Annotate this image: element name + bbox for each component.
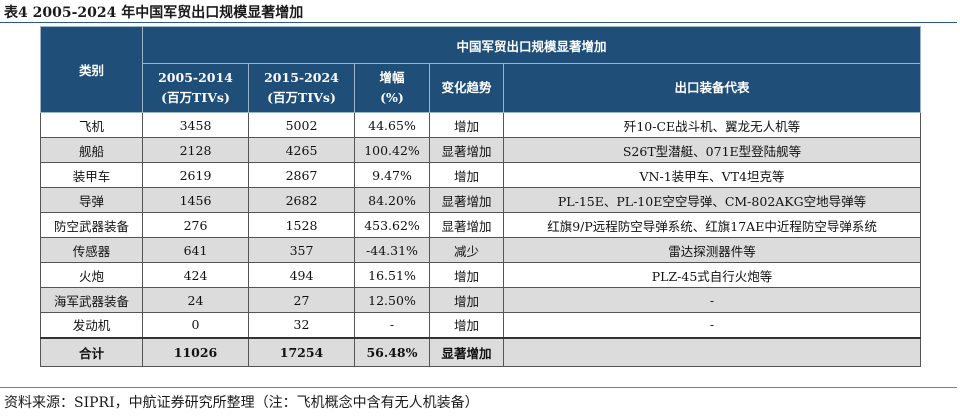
category-cell: 发动机 xyxy=(40,312,143,338)
total-label-cell: 合计 xyxy=(40,336,143,367)
col-2015-unit: (百万TIVs) xyxy=(267,90,336,105)
col-2015-2024-header: 2015-2024 (百万TIVs) xyxy=(248,63,355,113)
trend-cell: 显著增加 xyxy=(429,137,504,163)
col-items-header: 出口装备代表 xyxy=(502,63,922,113)
items-cell: S26T型潜艇、071E型登陆舰等 xyxy=(502,137,922,163)
col-growth-header: 增幅 (%) xyxy=(354,63,430,113)
trend-cell: 显著增加 xyxy=(429,212,504,238)
value-2005-cell: 641 xyxy=(142,237,249,263)
trend-cell: 增加 xyxy=(429,287,504,313)
growth-cell: 453.62% xyxy=(354,212,430,238)
value-2015-cell: 32 xyxy=(248,312,355,338)
col-growth-unit: (%) xyxy=(380,90,404,105)
trend-cell: 增加 xyxy=(429,112,504,138)
table-row: 海军武器装备 24 27 12.50% 增加 - xyxy=(40,287,922,313)
table-row: 导弹 1456 2682 84.20% 显著增加 PL-15E、PL-10E空空… xyxy=(40,187,922,213)
total-2015-cell: 17254 xyxy=(248,336,355,367)
value-2015-cell: 4265 xyxy=(248,137,355,163)
col-2015-period: 2015-2024 xyxy=(264,70,339,85)
col-trend-header: 变化趋势 xyxy=(429,63,504,113)
value-2005-cell: 276 xyxy=(142,212,249,238)
category-header: 类别 xyxy=(40,26,143,113)
trend-cell: 增加 xyxy=(429,262,504,288)
source-footnote: 资料来源：SIPRI，中航证券研究所整理（注：飞机概念中含有无人机装备） xyxy=(4,395,479,411)
items-cell: PLZ-45式自行火炮等 xyxy=(502,262,922,288)
growth-cell: 44.65% xyxy=(354,112,430,138)
trend-cell: 减少 xyxy=(429,237,504,263)
growth-cell: 12.50% xyxy=(354,287,430,313)
category-cell: 装甲车 xyxy=(40,162,143,188)
items-cell: - xyxy=(502,287,922,313)
header-row-sub: 2005-2014 (百万TIVs) 2015-2024 (百万TIVs) 增幅 (%… xyxy=(41,63,922,113)
trend-cell: 显著增加 xyxy=(429,187,504,213)
table-row: 装甲车 2619 2867 9.47% 增加 VN-1装甲车、VT4坦克等 xyxy=(40,162,922,188)
growth-cell: 16.51% xyxy=(354,262,430,288)
col-2005-unit: (百万TIVs) xyxy=(161,90,230,105)
value-2015-cell: 494 xyxy=(248,262,355,288)
category-cell: 舰船 xyxy=(40,137,143,163)
export-table: 类别 中国军贸出口规模显著增加 2005-2014 (百万TIVs) 2015-2… xyxy=(40,26,922,367)
category-cell: 防空武器装备 xyxy=(40,212,143,238)
total-growth-cell: 56.48% xyxy=(354,336,430,367)
value-2015-cell: 5002 xyxy=(248,112,355,138)
value-2015-cell: 27 xyxy=(248,287,355,313)
growth-cell: 9.47% xyxy=(354,162,430,188)
growth-cell: 100.42% xyxy=(354,137,430,163)
items-cell: - xyxy=(502,312,922,338)
table-row: 飞机 3458 5002 44.65% 增加 歼10-CE战斗机、翼龙无人机等 xyxy=(40,112,922,138)
items-cell: 红旗9/P远程防空导弹系统、红旗17AE中近程防空导弹系统 xyxy=(502,212,922,238)
value-2005-cell: 424 xyxy=(142,262,249,288)
category-cell: 飞机 xyxy=(40,112,143,138)
footnote-rule xyxy=(0,387,957,388)
table-row: 防空武器装备 276 1528 453.62% 显著增加 红旗9/P远程防空导弹… xyxy=(40,212,922,238)
table-row: 舰船 2128 4265 100.42% 显著增加 S26T型潜艇、071E型登… xyxy=(40,137,922,163)
value-2005-cell: 3458 xyxy=(142,112,249,138)
value-2015-cell: 2867 xyxy=(248,162,355,188)
table-row: 发动机 0 32 - 增加 - xyxy=(40,312,922,338)
value-2005-cell: 2128 xyxy=(142,137,249,163)
header-row-top: 类别 中国军贸出口规模显著增加 xyxy=(40,26,922,113)
category-cell: 导弹 xyxy=(40,187,143,213)
category-cell: 海军武器装备 xyxy=(40,287,143,313)
category-cell: 传感器 xyxy=(40,237,143,263)
table-caption: 表4 2005-2024 年中国军贸出口规模显著增加 xyxy=(4,5,304,21)
trend-cell: 增加 xyxy=(429,162,504,188)
total-2005-cell: 11026 xyxy=(142,336,249,367)
trend-cell: 增加 xyxy=(429,312,504,338)
items-cell: 雷达探测器件等 xyxy=(502,237,922,263)
value-2005-cell: 0 xyxy=(142,312,249,338)
caption-rule xyxy=(0,22,957,23)
col-2005-2014-header: 2005-2014 (百万TIVs) xyxy=(142,63,249,113)
value-2005-cell: 2619 xyxy=(142,162,249,188)
table-row: 火炮 424 494 16.51% 增加 PLZ-45式自行火炮等 xyxy=(40,262,922,288)
category-cell: 火炮 xyxy=(40,262,143,288)
value-2015-cell: 2682 xyxy=(248,187,355,213)
main-title-header: 中国军贸出口规模显著增加 xyxy=(141,26,922,64)
total-items-cell xyxy=(502,336,922,367)
items-cell: 歼10-CE战斗机、翼龙无人机等 xyxy=(502,112,922,138)
value-2015-cell: 357 xyxy=(248,237,355,263)
growth-cell: -44.31% xyxy=(354,237,430,263)
items-cell: VN-1装甲车、VT4坦克等 xyxy=(502,162,922,188)
growth-cell: 84.20% xyxy=(354,187,430,213)
items-cell: PL-15E、PL-10E空空导弹、CM-802AKG空地导弹等 xyxy=(502,187,922,213)
col-growth-label: 增幅 xyxy=(379,70,405,85)
table-row: 传感器 641 357 -44.31% 减少 雷达探测器件等 xyxy=(40,237,922,263)
total-trend-cell: 显著增加 xyxy=(429,336,504,367)
value-2015-cell: 1528 xyxy=(248,212,355,238)
col-2005-period: 2005-2014 xyxy=(158,70,233,85)
total-row: 合计 11026 17254 56.48% 显著增加 xyxy=(40,336,922,367)
value-2005-cell: 24 xyxy=(142,287,249,313)
growth-cell: - xyxy=(354,312,430,338)
value-2005-cell: 1456 xyxy=(142,187,249,213)
